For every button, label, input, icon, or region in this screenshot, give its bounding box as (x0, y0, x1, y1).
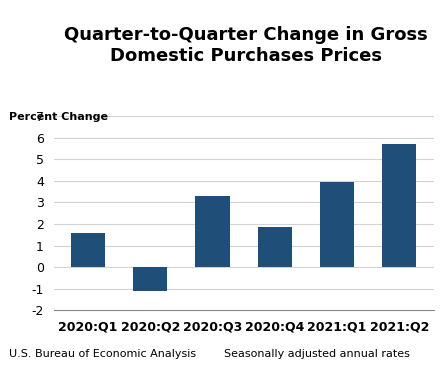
Bar (133, 267, 167, 291)
Text: U.S. Bureau of Economic Analysis: U.S. Bureau of Economic Analysis (9, 349, 196, 359)
Bar (382, 144, 416, 267)
Bar (71, 233, 105, 267)
Text: Seasonally adjusted annual rates: Seasonally adjusted annual rates (224, 349, 409, 359)
Bar (257, 227, 292, 267)
Text: Percent Change: Percent Change (9, 112, 108, 122)
Bar (320, 182, 354, 267)
Bar (195, 196, 230, 267)
Text: Quarter-to-Quarter Change in Gross
Domestic Purchases Prices: Quarter-to-Quarter Change in Gross Domes… (64, 26, 428, 65)
